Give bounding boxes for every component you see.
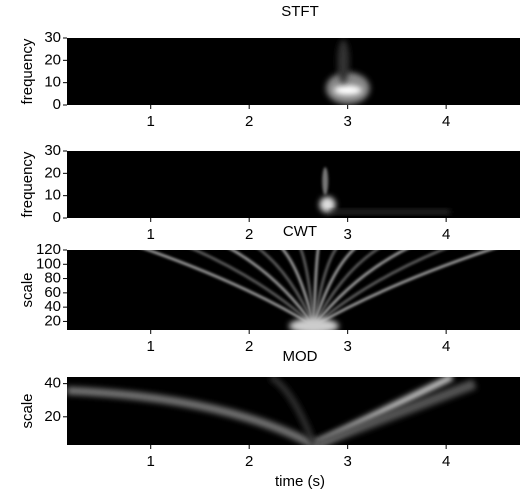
y-tick-label: 100 [36,255,61,272]
image-glow [333,85,362,96]
x-tick-label: 1 [147,226,155,243]
y-tick-label: 20 [44,51,61,68]
image-streak [67,386,316,445]
y-tick-label: 40 [44,298,61,315]
image-streak [269,377,317,445]
y-tick-label: 60 [44,284,61,301]
image-background [67,38,520,105]
y-tick-label: 10 [44,187,61,204]
y-tick-label: 20 [44,312,61,329]
chart-title: MOD [283,348,318,365]
image-glow [337,39,350,84]
y-tick-label: 20 [44,164,61,181]
x-tick-label: 3 [343,226,351,243]
image [325,39,370,105]
y-tick-label: 10 [44,74,61,91]
image-streak [299,250,316,327]
x-tick-label: 2 [245,338,253,355]
image-streak [312,250,320,327]
y-tick-label: 80 [44,270,61,287]
image [319,167,450,214]
x-tick-label: 3 [343,453,351,470]
x-tick-label: 1 [147,338,155,355]
x-tick-label: 4 [442,338,450,355]
x-tick-label: 1 [147,113,155,130]
y-tick-label: 30 [44,29,61,46]
x-tick-label: 1 [147,453,155,470]
image-streak [192,250,315,327]
x-axis-label: time (s) [275,473,325,490]
y-tick-label: 0 [53,209,61,226]
image [144,250,493,330]
image-streak [312,250,407,327]
image-glow [319,196,336,213]
y-tick-label: 0 [53,96,61,113]
image-glow [288,318,339,330]
x-tick-label: 2 [245,226,253,243]
y-axis-label: frequency [19,151,36,217]
x-tick-label: 4 [442,226,450,243]
chart-title: STFT [281,3,319,20]
image-streak [312,250,356,327]
image-streak [230,250,315,327]
image-streak [312,250,337,327]
y-tick-label: 20 [44,408,61,425]
image-glow [322,167,329,196]
y-axis-label: scale [19,272,36,307]
y-tick-label: 30 [44,142,61,159]
y-tick-label: 120 [36,241,61,258]
image-streak [312,379,477,445]
image [67,377,477,445]
image-streak [258,250,316,327]
image-streak [144,250,315,328]
x-tick-label: 2 [245,453,253,470]
chart-title: CWT [283,223,317,240]
image-glow [329,209,450,214]
image-streak [312,250,379,327]
x-tick-label: 3 [343,338,351,355]
x-tick-label: 3 [343,113,351,130]
image-streak [281,250,316,327]
chart-title: WD [288,92,313,109]
y-axis-label: frequency [19,38,36,104]
x-tick-label: 2 [245,113,253,130]
x-tick-label: 4 [442,453,450,470]
image-background [67,151,520,218]
image-streak [313,250,493,328]
y-axis-label: scale [19,393,36,428]
y-tick-label: 40 [44,375,61,392]
x-tick-label: 4 [442,113,450,130]
image-streak [313,250,445,327]
